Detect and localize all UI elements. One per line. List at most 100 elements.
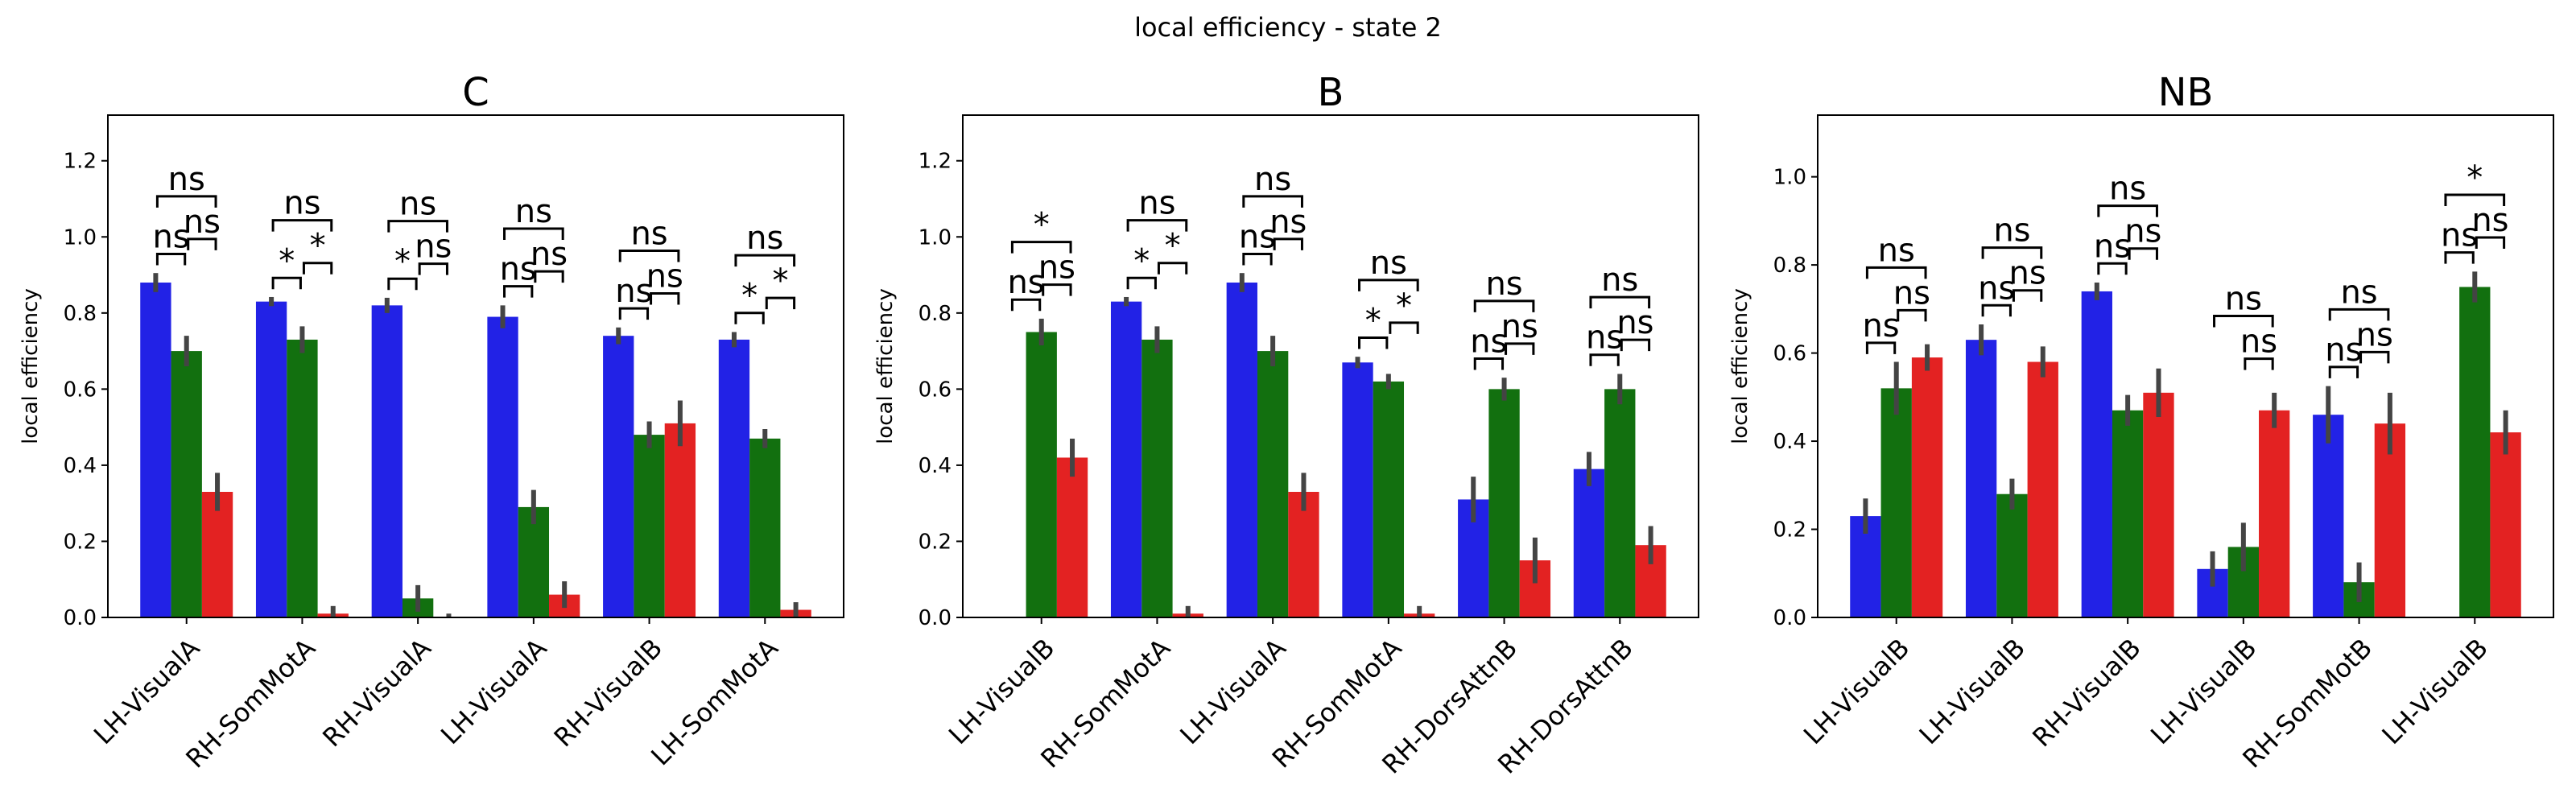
significance-bracket: [765, 296, 796, 310]
significance-label: ns: [2240, 324, 2277, 361]
x-tick-label: LH-VisualB: [2376, 633, 2494, 750]
significance-label: ns: [1138, 185, 1175, 222]
significance-label: ns: [1993, 213, 2030, 250]
significance-bracket: [155, 252, 187, 266]
y-tick-label: 0.2: [919, 530, 952, 554]
significance-bracket: [1981, 246, 2043, 259]
bar: [2143, 392, 2174, 617]
bar: [1573, 469, 1605, 617]
significance-label: *: [1034, 207, 1050, 244]
y-tick-label: 0.6: [919, 378, 952, 402]
y-tick-label: 1.2: [919, 150, 952, 174]
y-tick-label: 0.6: [64, 378, 97, 402]
bar: [2081, 291, 2112, 617]
significance-bracket: [1126, 219, 1188, 232]
significance-bracket: [1358, 279, 1419, 291]
x-tick-label: RH-VisualB: [548, 633, 669, 753]
bar: [1026, 332, 1057, 617]
significance-label: ns: [530, 236, 568, 273]
significance-label: ns: [1269, 204, 1307, 241]
significance-bracket: [503, 227, 564, 241]
significance-label: ns: [1470, 323, 1507, 360]
significance-label: *: [741, 278, 758, 315]
y-tick-label: 1.0: [1773, 166, 1806, 190]
significance-bracket: [2328, 365, 2359, 378]
significance-label: ns: [746, 220, 783, 257]
y-tick-label: 0.4: [919, 454, 952, 478]
significance-label: ns: [2471, 202, 2508, 239]
significance-bracket: [1897, 308, 1927, 322]
y-tick-label: 1.2: [64, 150, 97, 174]
significance-bracket: [2244, 357, 2274, 370]
bar: [718, 339, 750, 617]
significance-bracket: [2475, 236, 2506, 250]
significance-label: ns: [2008, 255, 2046, 292]
significance-label: ns: [1586, 320, 1623, 357]
significance-label: *: [1365, 302, 1381, 339]
x-tick-label: LH-VisualB: [2145, 633, 2262, 750]
significance-bracket: [2444, 251, 2475, 264]
significance-bracket: [418, 262, 448, 275]
bar: [371, 305, 402, 617]
y-tick-label: 1.0: [64, 225, 97, 250]
significance-label: ns: [1239, 218, 1276, 255]
significance-label: ns: [2340, 274, 2377, 311]
significance-label: ns: [2225, 281, 2262, 318]
y-tick-label: 0.0: [1773, 606, 1806, 630]
significance-bracket: [618, 307, 650, 320]
significance-label: ns: [1370, 245, 1407, 282]
significance-label: *: [1133, 242, 1150, 279]
significance-label: *: [2467, 159, 2483, 196]
significance-bracket: [1473, 357, 1505, 370]
bar: [603, 336, 634, 617]
panel-title: C: [462, 70, 489, 115]
y-axis-label: local efficiency: [873, 288, 898, 444]
significance-label: ns: [152, 218, 189, 255]
significance-label: ns: [1007, 264, 1044, 301]
bar: [1257, 351, 1289, 617]
bar: [1488, 389, 1520, 617]
y-tick-label: 0.0: [919, 606, 952, 630]
bar: [171, 351, 202, 617]
significance-label: ns: [2094, 228, 2131, 265]
significance-label: ns: [1862, 308, 1899, 345]
x-tick-label: LH-VisualA: [88, 633, 205, 750]
bar: [2112, 410, 2144, 617]
significance-bracket: [2097, 262, 2128, 275]
significance-bracket: [2097, 204, 2158, 217]
bar: [1604, 389, 1636, 617]
significance-bracket: [155, 195, 217, 208]
significance-label: *: [772, 262, 788, 299]
x-tick-label: LH-VisualB: [1913, 633, 2031, 750]
significance-bracket: [1042, 283, 1072, 296]
bar: [1996, 493, 2028, 617]
significance-label: ns: [630, 215, 667, 252]
significance-bracket: [1865, 266, 1927, 279]
significance-label: ns: [615, 273, 652, 310]
y-axis-label: local efficiency: [1728, 288, 1752, 444]
significance-label: ns: [2109, 171, 2146, 208]
significance-bracket: [1865, 341, 1897, 354]
significance-bracket: [2359, 350, 2390, 364]
panel-title: NB: [2158, 70, 2214, 115]
significance-label: ns: [399, 186, 436, 223]
significance-bracket: [618, 249, 680, 262]
significance-label: ns: [184, 204, 221, 241]
significance-label: *: [1165, 228, 1181, 265]
significance-label: ns: [500, 251, 537, 288]
significance-label: ns: [168, 161, 205, 198]
significance-bracket: [1589, 295, 1651, 309]
bar: [2313, 415, 2344, 617]
x-tick-label: RH-VisualA: [316, 633, 437, 753]
significance-label: *: [279, 242, 295, 279]
bar: [518, 506, 550, 617]
significance-bracket: [1589, 353, 1620, 366]
bar: [287, 339, 318, 617]
significance-label: ns: [1254, 161, 1291, 198]
significance-bracket: [650, 292, 680, 305]
significance-label: ns: [415, 229, 452, 266]
